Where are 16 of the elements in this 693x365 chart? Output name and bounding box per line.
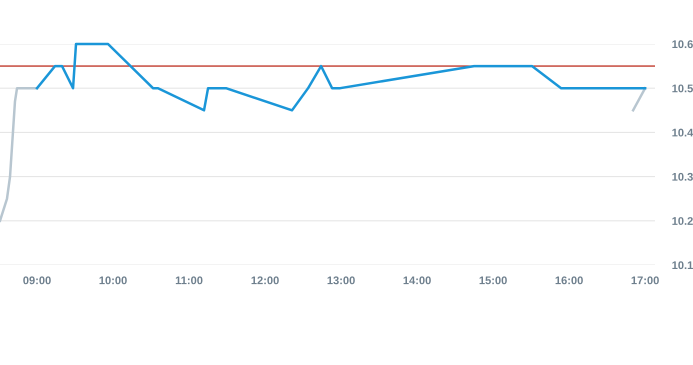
y-tick-label: 10.6 [672,40,693,48]
x-tick-label: 11:00 [176,276,202,284]
line-series [36,42,646,112]
x-tick-label: 09:00 [23,276,51,284]
x-tick-label: 10:00 [100,276,127,284]
x-tick-label: 15:00 [480,276,507,284]
x-tick-label: 12:00 [252,276,279,284]
y-tick-label: 10.5 [672,84,693,92]
x-tick-label: 17:00 [632,276,659,284]
y-tick-label: 10.4 [672,128,693,137]
y-tick-label: 10.3 [672,172,693,181]
x-tick-label: 14:00 [404,276,431,284]
x-tick-label: 13:00 [328,276,355,284]
x-tick-label: 16:00 [556,276,583,284]
y-tick-label: 10.1 [672,261,693,270]
y-tick-label: 10.2 [672,217,693,225]
